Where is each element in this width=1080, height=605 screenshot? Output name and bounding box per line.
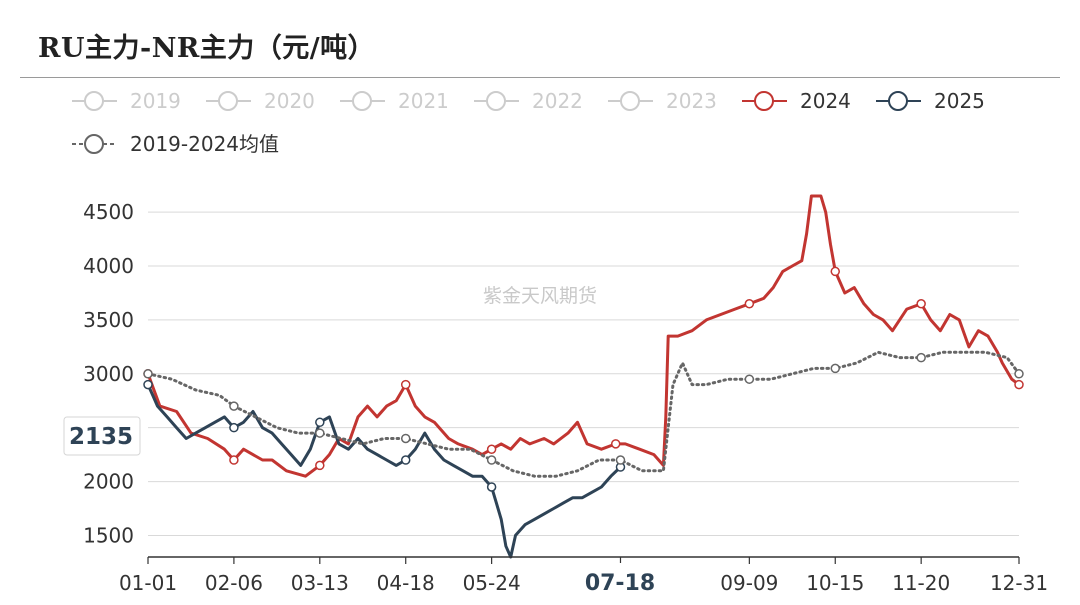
grid-lines — [148, 211, 1019, 536]
legend-label: 2020 — [264, 89, 315, 113]
data-point — [315, 417, 325, 428]
data-point — [143, 379, 153, 390]
data-point — [830, 363, 841, 374]
data-point — [400, 433, 411, 444]
data-point — [229, 401, 239, 411]
watermark: 紫金天风期货 — [483, 285, 597, 307]
legend-marker-icon — [84, 91, 104, 111]
legend-label: 2019 — [130, 89, 181, 113]
y-pointer-label-box — [63, 416, 141, 456]
legend-label: 2021 — [398, 89, 449, 113]
legend-marker-icon — [352, 91, 372, 111]
x-tick-label: 10-15 — [806, 571, 864, 595]
data-point — [1014, 379, 1024, 390]
x-tick-label: 04-18 — [377, 571, 435, 595]
x-pointer-label: 07-18 — [585, 571, 655, 596]
legend-marker-icon — [888, 91, 908, 111]
y-tick-label: 4500 — [83, 200, 134, 224]
legend-marker-icon — [84, 134, 104, 154]
series-line-2025 — [146, 383, 622, 559]
data-point — [400, 455, 411, 465]
data-point — [486, 444, 497, 454]
legend-marker-icon — [486, 91, 506, 111]
x-tick-label: 12-31 — [990, 571, 1048, 595]
y-tick-label: 4000 — [83, 254, 134, 278]
y-tick-label: 3000 — [83, 362, 134, 386]
data-point — [400, 379, 411, 390]
data-point — [916, 299, 926, 309]
x-tick-label: 05-24 — [463, 571, 521, 595]
legend-label: 2024 — [800, 89, 851, 113]
legend: 2019 2020 2021 2022 2023 2024 2025 2019-2024均值 — [72, 89, 985, 156]
data-point — [315, 428, 325, 438]
data-point — [486, 482, 497, 492]
axis-pointer: 2135 07-18 — [63, 416, 666, 599]
data-point — [229, 455, 239, 465]
x-tick-label: 09-09 — [720, 571, 778, 595]
legend-label: 2019-2024均值 — [130, 132, 279, 156]
legend-marker-icon — [754, 91, 774, 111]
y-tick-label: 1500 — [83, 523, 134, 547]
title-divider — [20, 77, 1060, 78]
y-axis-ticks: 1500200025003000350040004500 — [83, 200, 134, 547]
chart-title: RU主力-NR主力（元/吨） — [38, 33, 376, 64]
legend-marker-icon — [620, 91, 640, 111]
data-point — [830, 266, 841, 277]
data-point — [610, 439, 621, 449]
x-tick-label: 02-06 — [205, 571, 263, 595]
x-pointer-label-box — [574, 563, 666, 599]
data-point — [315, 460, 325, 471]
legend-label: 2023 — [666, 89, 717, 113]
series-lines — [143, 194, 1024, 559]
data-point — [744, 374, 755, 384]
data-point — [916, 352, 926, 363]
x-tick-label: 11-20 — [892, 571, 950, 595]
data-point — [486, 455, 497, 465]
data-point — [143, 369, 153, 379]
data-point — [229, 422, 239, 433]
series-line-2019-2024均值 — [146, 350, 1021, 478]
data-point — [1014, 369, 1024, 379]
legend-label: 2025 — [934, 89, 985, 113]
series-line-2024 — [146, 194, 1021, 478]
x-tick-label: 03-13 — [291, 571, 349, 595]
data-point — [744, 299, 755, 309]
legend-label: 2022 — [532, 89, 583, 113]
data-point — [615, 455, 626, 465]
y-tick-label: 2000 — [83, 470, 134, 494]
y-pointer-label: 2135 — [69, 424, 133, 450]
y-tick-label: 3500 — [83, 308, 134, 332]
legend-marker-icon — [218, 91, 238, 111]
x-tick-label: 01-01 — [119, 571, 177, 595]
